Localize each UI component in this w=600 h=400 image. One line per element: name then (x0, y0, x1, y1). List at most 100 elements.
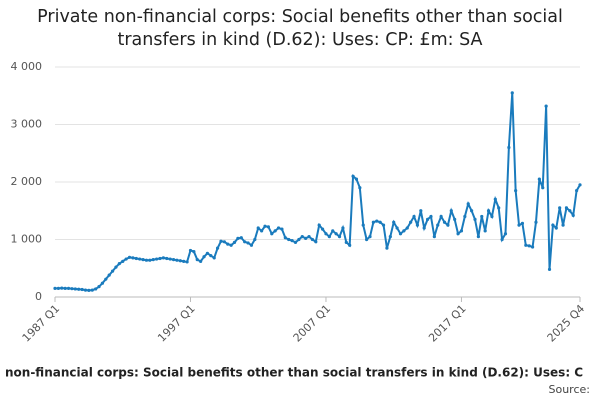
data-point (121, 259, 125, 263)
data-point (266, 225, 270, 229)
x-tick-label: 1987 Q1 (20, 302, 63, 345)
chart-title: Private non-financial corps: Social bene… (37, 7, 563, 50)
data-point (188, 248, 193, 253)
data-point (571, 213, 575, 217)
data-point (307, 235, 311, 239)
data-point (575, 189, 579, 193)
data-point (470, 209, 474, 213)
data-point (558, 206, 562, 210)
data-point (534, 220, 538, 224)
data-point (578, 183, 582, 187)
data-point (175, 258, 179, 262)
data-point (409, 220, 413, 224)
data-point (412, 214, 416, 219)
data-point (551, 223, 555, 227)
data-point (449, 209, 453, 213)
data-point (480, 214, 484, 219)
data-point (290, 239, 294, 243)
data-point (432, 235, 436, 239)
data-point (500, 237, 504, 242)
data-point (371, 220, 375, 224)
data-point (138, 257, 142, 261)
x-tick-label: 2007 Q1 (291, 302, 334, 345)
source: Source: (549, 383, 591, 396)
data-point (354, 177, 359, 181)
data-point (97, 285, 101, 289)
data-point (63, 286, 67, 290)
data-point (554, 226, 558, 230)
data-point (415, 223, 420, 227)
data-point (527, 244, 531, 248)
data-point (547, 267, 552, 271)
data-point (405, 226, 409, 230)
data-point (249, 243, 254, 247)
data-point (287, 237, 291, 242)
data-point (219, 239, 223, 243)
data-point (507, 145, 511, 150)
data-point (239, 236, 243, 240)
data-point (94, 287, 98, 291)
data-point (110, 269, 115, 273)
data-point (104, 277, 108, 281)
data-point (378, 220, 382, 224)
data-point (368, 235, 372, 239)
data-point (334, 232, 338, 236)
data-point (348, 243, 352, 247)
x-tick-label: 2017 Q1 (426, 302, 469, 345)
data-point (144, 258, 149, 262)
data-point (155, 257, 159, 261)
data-point (361, 223, 365, 227)
data-point (297, 237, 301, 242)
data-point (398, 232, 403, 236)
data-point (425, 217, 430, 221)
data-point (351, 174, 355, 178)
data-point (124, 257, 128, 261)
data-point (514, 189, 518, 193)
data-point (463, 214, 467, 219)
data-point (134, 256, 138, 261)
data-point (293, 240, 298, 244)
y-tick-label: 2 000 (11, 175, 43, 188)
data-point (568, 209, 572, 213)
data-point (73, 287, 77, 291)
data-point (243, 240, 247, 244)
y-tick-label: 0 (35, 290, 42, 303)
y-tick-label: 1 000 (11, 233, 43, 246)
data-point (446, 223, 450, 227)
data-point (385, 246, 389, 250)
data-point (195, 258, 199, 262)
data-point (320, 227, 325, 231)
data-point (232, 240, 237, 244)
data-point (476, 235, 480, 239)
data-point (304, 236, 308, 240)
data-point (381, 223, 386, 227)
legend-entry: non-financial corps: Social benefits oth… (5, 366, 583, 380)
data-point (276, 226, 281, 230)
data-point (100, 281, 105, 285)
data-point (66, 286, 71, 290)
data-point (402, 229, 406, 233)
data-point (168, 257, 172, 261)
x-tick-label: 2025 Q4 (545, 302, 588, 345)
data-point (331, 229, 335, 233)
data-point (87, 288, 91, 292)
data-point (107, 273, 111, 277)
data-point (283, 236, 287, 240)
data-point (53, 286, 57, 290)
data-point (226, 242, 230, 246)
data-point (212, 256, 216, 260)
data-point (182, 259, 186, 263)
data-point (324, 232, 328, 236)
data-point (314, 240, 318, 244)
data-point (236, 236, 240, 240)
data-point (165, 256, 169, 261)
data-point (503, 232, 508, 236)
data-point (202, 255, 206, 259)
data-point (544, 104, 548, 108)
data-point (520, 221, 525, 225)
data-point (141, 258, 145, 262)
data-point (337, 235, 342, 239)
data-point (192, 249, 196, 254)
